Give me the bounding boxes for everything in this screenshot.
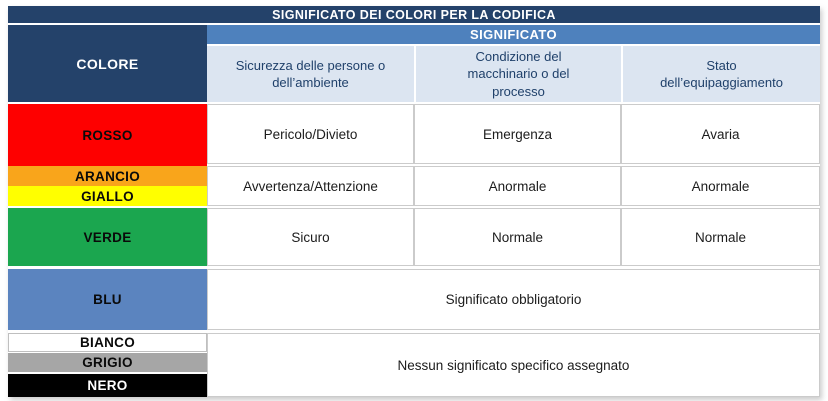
- color-swatch-grigio: GRIGIO: [8, 353, 207, 372]
- table-cell: Avaria: [621, 104, 820, 164]
- table-cell: Avvertenza/Attenzione: [207, 166, 414, 206]
- color-swatch-rosso: ROSSO: [8, 104, 207, 166]
- table-title: SIGNIFICATO DEI COLORI PER LA CODIFICA: [8, 6, 820, 23]
- column-header-label: Condizione del macchinario o del process…: [467, 49, 570, 99]
- table-cell: Normale: [621, 208, 820, 266]
- table-cell: Pericolo/Divieto: [207, 104, 414, 164]
- color-swatch-bianco: BIANCO: [8, 333, 207, 352]
- color-swatch-giallo: GIALLO: [8, 186, 207, 206]
- color-swatch-nero: NERO: [8, 374, 207, 397]
- table-cell: Anormale: [414, 166, 621, 206]
- merged-cell-bianco-grigio-nero: Nessun significato specifico assegnato: [207, 333, 820, 397]
- column-header-stato: Stato dell’equipaggiamento: [621, 46, 820, 102]
- table-cell: Normale: [414, 208, 621, 266]
- column-header-label: Stato dell’equipaggiamento: [660, 57, 783, 90]
- color-swatch-arancio: ARANCIO: [8, 166, 207, 186]
- table-cell: Emergenza: [414, 104, 621, 164]
- table-cell: Sicuro: [207, 208, 414, 266]
- merged-cell-blu: Significato obbligatorio: [207, 269, 820, 330]
- column-header-label: Sicurezza delle persone o dell’ambiente: [235, 57, 386, 90]
- table-cell: Anormale: [621, 166, 820, 206]
- color-swatch-blu: BLU: [8, 269, 207, 330]
- colore-header-cell: COLORE: [8, 25, 207, 102]
- color-swatch-verde: VERDE: [8, 208, 207, 266]
- column-header-condizione: Condizione del macchinario o del process…: [414, 46, 621, 102]
- significato-header-cell: SIGNIFICATO: [207, 25, 820, 44]
- color-coding-table: SIGNIFICATO DEI COLORI PER LA CODIFICA C…: [8, 6, 820, 397]
- column-header-sicurezza: Sicurezza delle persone o dell’ambiente: [207, 46, 414, 102]
